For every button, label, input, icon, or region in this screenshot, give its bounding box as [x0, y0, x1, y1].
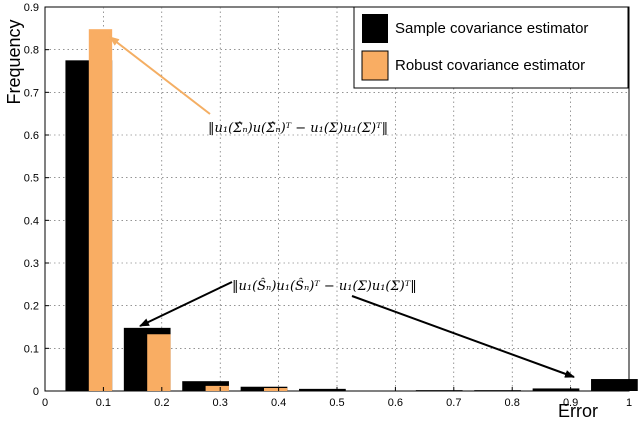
annotation-sample-error: ‖u₁(Ŝₙ)u₁(Ŝₙ)ᵀ − u₁(Σ)u₁(Σ)ᵀ‖ [232, 277, 417, 294]
y-tick-label: 0.8 [24, 45, 39, 57]
annotation-sample-arrow-left [139, 281, 233, 327]
annotation-robust-arrow [109, 36, 211, 115]
legend-label-sample: Sample covariance estimator [395, 20, 588, 37]
bar-robust [88, 29, 113, 391]
y-tick-label: 0.5 [24, 173, 39, 185]
x-axis-ticks: 0 0.1 0.2 0.3 0.4 0.5 0.6 0.7 0.8 0.9 1 [42, 387, 632, 409]
x-tick-label: 0.3 [213, 397, 228, 409]
x-tick-label: 0.1 [96, 397, 111, 409]
x-tick-label: 0.5 [329, 397, 344, 409]
y-tick-label: 0.9 [24, 2, 39, 14]
x-tick-label: 0.2 [154, 397, 169, 409]
bar-sample [299, 388, 346, 391]
x-tick-label: 0.6 [388, 397, 403, 409]
legend-swatch-robust [361, 50, 389, 81]
x-tick-label: 0.7 [446, 397, 461, 409]
x-tick-label: 0.4 [271, 397, 286, 409]
legend-label-robust: Robust covariance estimator [395, 57, 585, 74]
y-tick-label: 0.4 [24, 215, 39, 227]
legend-box [353, 6, 629, 89]
y-tick-label: 0.7 [24, 87, 39, 99]
x-tick-label: 1 [626, 397, 632, 409]
annotation-sample-arrow-right [351, 295, 575, 378]
y-tick-label: 0.1 [24, 343, 39, 355]
bar-sample [415, 390, 463, 391]
bar-sample [474, 390, 521, 391]
bar-robust [264, 388, 288, 391]
y-tick-label: 0.2 [24, 301, 39, 313]
legend-swatch-sample [362, 14, 388, 43]
bar-sample [532, 388, 580, 391]
bar-robust [147, 334, 171, 391]
annotation-robust-error: ‖u₁(Σ̂ₙ)u(Σ̂ₙ)ᵀ − u₁(Σ)u₁(Σ)ᵀ‖ [208, 121, 388, 136]
y-axis-ticks: 0 0.1 0.2 0.3 0.4 0.5 0.6 0.7 0.8 0.9 [24, 2, 49, 398]
x-axis-label: Error [558, 401, 598, 421]
y-axis-label: Frequency [4, 19, 24, 104]
legend: Sample covariance estimator Robust covar… [353, 6, 629, 89]
y-tick-label: 0.3 [24, 258, 39, 270]
bar-sample [591, 379, 638, 391]
x-tick-label: 0 [42, 397, 48, 409]
x-tick-label: 0.9 [563, 397, 578, 409]
bar-robust [205, 385, 229, 391]
y-tick-label: 0.6 [24, 130, 39, 142]
y-tick-label: 0 [33, 386, 39, 398]
bars [65, 29, 638, 391]
x-tick-label: 0.8 [505, 397, 520, 409]
